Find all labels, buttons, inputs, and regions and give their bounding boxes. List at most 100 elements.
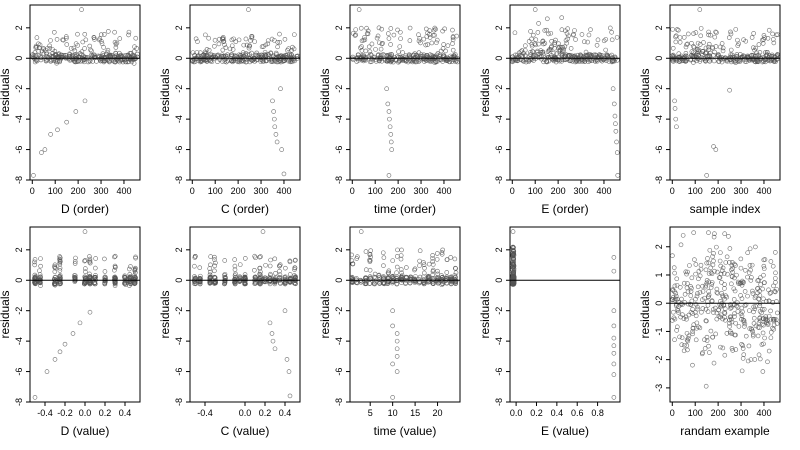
data-point [741,319,747,325]
data-point [746,54,751,60]
x-tick-label: 200 [231,186,246,196]
data-point [112,39,118,45]
data-point [394,264,400,270]
data-point [290,44,295,50]
data-point [775,32,780,37]
data-point [287,393,293,399]
panel-4: 0 100 200 300 400 -8 -6 -4 -2 0 2 E (order) residual… [478,4,621,216]
panel-1: 0 100 200 300 400 -8 -6 -4 -2 0 2 D (order) residual… [0,4,141,216]
data-point [379,41,385,47]
data-point [93,265,98,271]
data-point [435,268,440,274]
data-point [729,273,735,279]
data-point [32,262,37,268]
data-point [759,307,765,312]
data-point [738,256,744,262]
data-point [359,44,364,49]
y-tick-label: 0 [334,278,344,283]
data-point [350,31,356,36]
data-point [548,30,554,36]
data-point [128,274,133,280]
data-point [611,351,617,356]
data-point [732,261,737,267]
data-point [287,258,293,264]
data-point [757,356,763,362]
data-point [416,50,422,55]
data-point [528,50,533,55]
data-point [747,263,753,268]
data-point [672,270,677,276]
points [192,229,298,399]
data-point [31,52,37,58]
data-point [595,37,601,43]
x-tick-label: 0.2 [530,408,543,418]
data-point [286,369,292,374]
data-point [747,308,752,313]
panel-9: 0.0 0.2 0.4 0.6 0.8 -8 -6 -4 -2 0 2 E (value) residu… [478,226,621,438]
data-point [738,293,743,298]
data-point [117,36,123,41]
data-point [762,280,767,285]
data-point [770,263,776,269]
data-point [714,290,720,295]
data-point [253,255,258,261]
data-point [674,27,680,32]
data-point [77,320,83,326]
data-point [752,306,758,312]
data-point [220,47,226,53]
data-point [738,265,744,271]
data-point [232,263,238,269]
panel-3: 0 100 200 300 400 -8 -6 -4 -2 0 2 time (order) resid… [318,4,461,216]
data-point [593,53,599,58]
data-point [87,271,92,277]
x-tick-label: 0.2 [99,408,112,418]
data-point [398,267,404,272]
data-point [82,281,87,287]
data-point [674,328,679,333]
data-point [766,348,772,354]
data-point [406,52,412,57]
data-point [691,44,696,49]
x-tick-label: 100 [208,186,223,196]
data-point [412,277,418,283]
x-tick-label: 400 [436,186,451,196]
data-point [407,38,413,43]
data-point [704,278,710,283]
data-point [686,312,692,318]
data-point [91,35,97,40]
data-point [386,275,391,280]
data-point [740,346,746,351]
data-point [726,234,731,239]
data-point [770,325,775,331]
data-point [745,358,751,364]
data-point [363,267,369,273]
data-point [126,32,131,38]
data-point [257,265,262,271]
data-point [426,261,432,267]
y-tick-label: -4 [494,115,504,123]
data-point [391,32,397,38]
data-point [722,231,727,237]
y-tick-label: -2 [174,307,184,315]
data-point [689,49,695,54]
data-point [106,29,111,34]
data-point [679,335,685,340]
y-axis-label: residuals [0,290,12,338]
data-point [611,361,617,367]
x-tick-label: 300 [574,186,589,196]
data-point [728,314,734,320]
data-point [384,86,389,91]
data-point [191,57,197,62]
data-point [378,46,384,52]
data-point [611,372,617,377]
data-point [718,57,724,62]
data-point [128,50,134,56]
data-point [243,281,248,287]
data-point [272,38,277,43]
data-point [749,275,754,280]
y-tick-label: 0 [654,56,664,61]
data-point [703,50,708,56]
data-point [263,262,268,268]
data-point [64,119,69,125]
data-point [397,44,403,49]
